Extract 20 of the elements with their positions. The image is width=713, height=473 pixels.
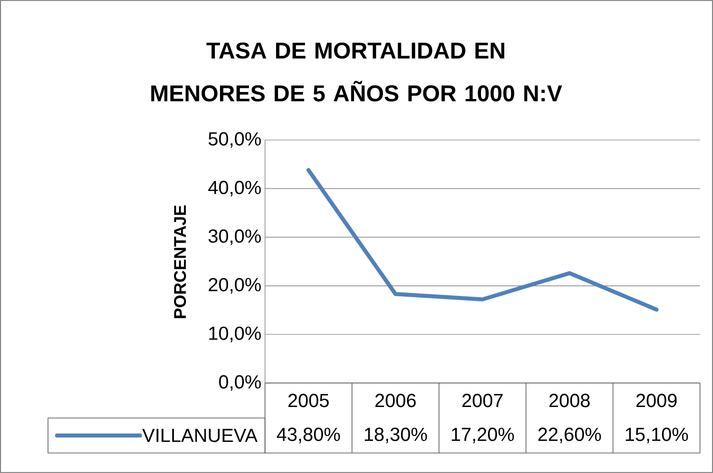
legend-label: VILLANUEVA xyxy=(142,428,258,442)
y-axis-title: PORCENTAJE xyxy=(174,205,186,318)
y-tick-label: 20,0% xyxy=(208,278,261,294)
x-tick-label: 2005 xyxy=(288,394,329,408)
data-label: 22,60% xyxy=(538,428,601,444)
data-label: 15,10% xyxy=(626,428,688,444)
data-label: 43,80% xyxy=(276,428,340,444)
chart-title: TASA DE MORTALIDAD EN MENORES DE 5 AÑOS POR 1000 N:V xyxy=(151,42,562,102)
x-tick-label: 2006 xyxy=(375,394,416,408)
y-tick-label: 10,0% xyxy=(209,326,261,342)
y-tick-label: 0,0% xyxy=(219,375,261,391)
x-tick-label: 2009 xyxy=(636,394,677,408)
data-label: 17,20% xyxy=(452,428,514,444)
data-label: 18,30% xyxy=(364,428,427,444)
x-tick-label: 2008 xyxy=(549,394,590,408)
y-tick-label: 30,0% xyxy=(208,229,261,246)
line-series xyxy=(306,168,659,312)
y-tick-label: 50,0% xyxy=(208,132,261,148)
y-tick-label: 40,0% xyxy=(208,180,261,196)
x-tick-label: 2007 xyxy=(462,394,503,408)
